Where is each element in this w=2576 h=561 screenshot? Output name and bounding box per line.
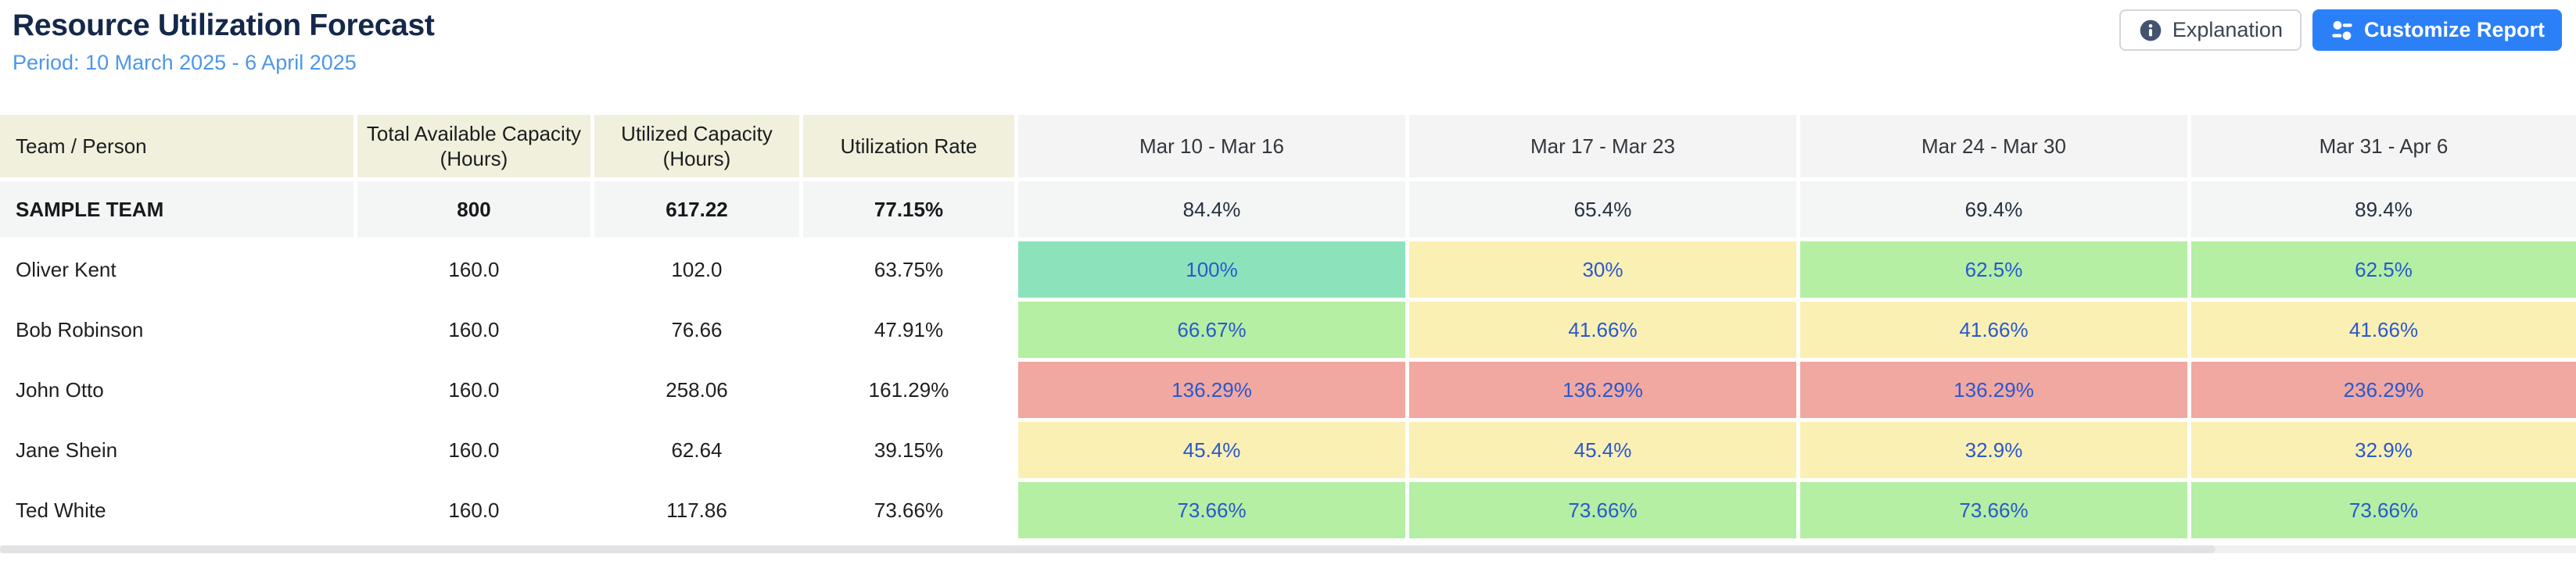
week-utilization-cell[interactable]: 73.66%	[1018, 482, 1405, 538]
week-utilization-cell[interactable]: 136.29%	[1409, 362, 1796, 418]
total-capacity-cell: 160.0	[357, 241, 590, 298]
week-utilization-cell[interactable]: 236.29%	[2191, 362, 2576, 418]
week-utilization-cell[interactable]: 41.66%	[1409, 302, 1796, 358]
person-name-cell: Ted White	[0, 482, 353, 538]
utilized-capacity-cell: 117.86	[594, 482, 799, 538]
utilization-rate-cell: 47.91%	[803, 302, 1014, 358]
sliders-icon	[2330, 18, 2355, 43]
utilization-rate-cell: 161.29%	[803, 362, 1014, 418]
page-title: Resource Utilization Forecast	[13, 9, 435, 42]
person-name-cell: Oliver Kent	[0, 241, 353, 298]
person-name-cell: Bob Robinson	[0, 302, 353, 358]
column-header-utilization-rate: Utilization Rate	[803, 115, 1014, 177]
week-utilization-cell: 65.4%	[1409, 181, 1796, 238]
explanation-button-label: Explanation	[2172, 18, 2283, 41]
utilization-table-wrap: Team / Person Total Available Capacity (…	[0, 111, 2576, 553]
week-utilization-cell[interactable]: 66.67%	[1018, 302, 1405, 358]
column-header-utilized-capacity: Utilized Capacity (Hours)	[594, 115, 799, 177]
utilization-rate-cell: 63.75%	[803, 241, 1014, 298]
total-capacity-cell: 800	[357, 181, 590, 238]
week-utilization-cell[interactable]: 32.9%	[1800, 422, 2187, 478]
utilized-capacity-cell: 76.66	[594, 302, 799, 358]
team-row: SAMPLE TEAM 800 617.22 77.15% 84.4% 65.4% 69.4…	[0, 181, 2576, 238]
week-utilization-cell: 69.4%	[1800, 181, 2187, 238]
week-utilization-cell[interactable]: 136.29%	[1800, 362, 2187, 418]
page-header: Resource Utilization Forecast Period: 10…	[0, 0, 2576, 111]
week-utilization-cell[interactable]: 30%	[1409, 241, 1796, 298]
total-capacity-cell: 160.0	[357, 482, 590, 538]
utilized-capacity-cell: 62.64	[594, 422, 799, 478]
header-row: Team / Person Total Available Capacity (…	[0, 115, 2576, 177]
person-row: Jane Shein 160.0 62.64 39.15% 45.4% 45.4% 32.9…	[0, 422, 2576, 478]
week-utilization-cell[interactable]: 41.66%	[2191, 302, 2576, 358]
utilized-capacity-cell: 258.06	[594, 362, 799, 418]
utilization-rate-cell: 73.66%	[803, 482, 1014, 538]
person-row: Bob Robinson 160.0 76.66 47.91% 66.67% 41.66%…	[0, 302, 2576, 358]
person-row: Ted White 160.0 117.86 73.66% 73.66% 73.66% 73…	[0, 482, 2576, 538]
week-utilization-cell: 89.4%	[2191, 181, 2576, 238]
week-utilization-cell[interactable]: 73.66%	[1409, 482, 1796, 538]
total-capacity-cell: 160.0	[357, 422, 590, 478]
customize-report-button[interactable]: Customize Report	[2312, 9, 2562, 51]
total-capacity-cell: 160.0	[357, 302, 590, 358]
week-utilization-cell[interactable]: 136.29%	[1018, 362, 1405, 418]
utilization-rate-cell: 77.15%	[803, 181, 1014, 238]
week-utilization-cell[interactable]: 45.4%	[1409, 422, 1796, 478]
week-utilization-cell[interactable]: 62.5%	[1800, 241, 2187, 298]
title-block: Resource Utilization Forecast Period: 10…	[13, 8, 435, 75]
week-utilization-cell[interactable]: 73.66%	[1800, 482, 2187, 538]
week-utilization-cell[interactable]: 100%	[1018, 241, 1405, 298]
week-utilization-cell[interactable]: 62.5%	[2191, 241, 2576, 298]
utilization-rate-cell: 39.15%	[803, 422, 1014, 478]
column-header-week-4: Mar 31 - Apr 6	[2191, 115, 2576, 177]
week-utilization-cell: 84.4%	[1018, 181, 1405, 238]
utilized-capacity-cell: 617.22	[594, 181, 799, 238]
week-utilization-cell[interactable]: 73.66%	[2191, 482, 2576, 538]
table-body: SAMPLE TEAM 800 617.22 77.15% 84.4% 65.4% 69.4…	[0, 181, 2576, 538]
week-utilization-cell[interactable]: 45.4%	[1018, 422, 1405, 478]
column-header-team-person: Team / Person	[0, 115, 353, 177]
team-name-cell: SAMPLE TEAM	[0, 181, 353, 238]
person-name-cell: John Otto	[0, 362, 353, 418]
utilized-capacity-cell: 102.0	[594, 241, 799, 298]
column-header-week-3: Mar 24 - Mar 30	[1800, 115, 2187, 177]
info-icon	[2138, 18, 2163, 43]
explanation-button[interactable]: Explanation	[2119, 9, 2302, 51]
horizontal-scrollbar-thumb[interactable]	[0, 545, 2215, 553]
customize-report-button-label: Customize Report	[2363, 18, 2545, 41]
column-header-week-2: Mar 17 - Mar 23	[1409, 115, 1796, 177]
person-row: Oliver Kent 160.0 102.0 63.75% 100% 30% 62.5% 6…	[0, 241, 2576, 298]
week-utilization-cell[interactable]: 32.9%	[2191, 422, 2576, 478]
person-row: John Otto 160.0 258.06 161.29% 136.29% 136.29…	[0, 362, 2576, 418]
header-actions: Explanation Customize Report	[2119, 9, 2562, 51]
column-header-total-capacity: Total Available Capacity (Hours)	[357, 115, 590, 177]
total-capacity-cell: 160.0	[357, 362, 590, 418]
period-subtitle: Period: 10 March 2025 - 6 April 2025	[13, 50, 357, 74]
week-utilization-cell[interactable]: 41.66%	[1800, 302, 2187, 358]
column-header-week-1: Mar 10 - Mar 16	[1018, 115, 1405, 177]
horizontal-scrollbar[interactable]	[0, 545, 2576, 553]
utilization-table: Team / Person Total Available Capacity (…	[0, 111, 2576, 542]
person-name-cell: Jane Shein	[0, 422, 353, 478]
